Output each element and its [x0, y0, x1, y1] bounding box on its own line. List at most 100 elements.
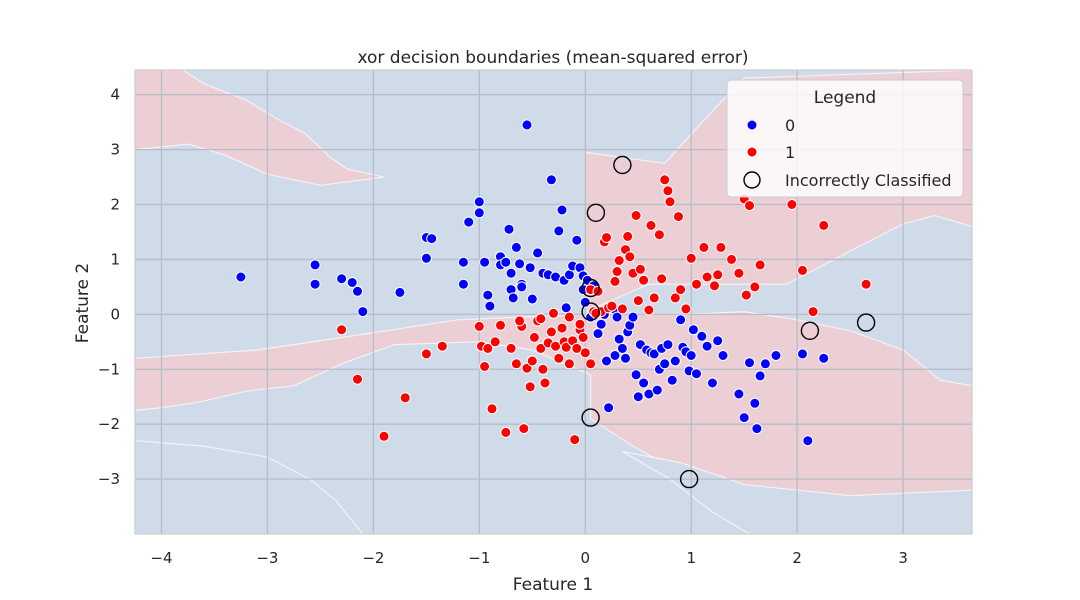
x-tick-label: −2 — [362, 549, 384, 567]
data-point-class-0 — [648, 348, 660, 360]
data-point-class-1 — [754, 259, 766, 271]
data-point-class-0 — [638, 377, 650, 389]
data-point-class-0 — [666, 374, 678, 386]
y-tick-label: 4 — [110, 86, 120, 104]
x-tick-label: 3 — [898, 549, 908, 567]
data-point-class-1 — [712, 269, 724, 281]
data-point-class-1 — [818, 219, 830, 231]
data-point-class-0 — [632, 391, 644, 403]
data-point-class-0 — [738, 412, 750, 424]
data-point-class-1 — [632, 295, 644, 307]
data-point-class-1 — [571, 342, 583, 354]
data-point-class-0 — [516, 281, 528, 293]
chart-title: xor decision boundaries (mean-squared er… — [357, 48, 748, 68]
data-point-class-1 — [539, 377, 551, 389]
data-point-class-1 — [860, 278, 872, 290]
data-point-class-1 — [399, 392, 411, 404]
data-point-class-1 — [786, 199, 798, 210]
data-point-class-0 — [571, 234, 583, 246]
data-point-class-0 — [651, 384, 663, 396]
legend-label: 1 — [785, 143, 795, 162]
data-point-class-1 — [579, 347, 591, 359]
data-point-class-0 — [797, 348, 808, 360]
misclassified-marker — [581, 278, 600, 298]
legend-label: Incorrectly Classified — [785, 171, 952, 190]
data-point-class-1 — [553, 352, 565, 364]
data-point-class-1 — [744, 200, 755, 212]
data-point-class-1 — [638, 274, 650, 286]
data-point-class-1 — [622, 230, 634, 242]
data-point-class-1 — [662, 185, 674, 197]
plot-border — [134, 69, 973, 535]
y-tick-label: −1 — [98, 360, 120, 378]
misclassified-marker — [856, 313, 876, 332]
data-point-class-1 — [545, 326, 557, 338]
data-point-class-0 — [751, 423, 763, 435]
data-point-class-1 — [709, 280, 720, 292]
data-point-class-0 — [669, 355, 681, 367]
data-point-class-0 — [500, 256, 512, 268]
misclassified-marker — [586, 203, 606, 223]
data-point-class-0 — [630, 369, 642, 381]
y-tick-label: 2 — [110, 196, 120, 214]
legend-box — [726, 79, 964, 198]
data-point-class-1 — [535, 342, 547, 354]
data-point-class-0 — [521, 119, 533, 131]
data-point-class-1 — [479, 361, 491, 372]
data-point-class-0 — [510, 241, 522, 253]
data-point-class-0 — [479, 256, 491, 268]
data-point-class-1 — [606, 300, 618, 312]
data-point-class-1 — [624, 251, 636, 263]
data-point-class-0 — [352, 285, 363, 297]
data-point-class-1 — [535, 313, 547, 325]
legend-marker-class-1 — [746, 146, 758, 158]
data-point-class-1 — [526, 355, 538, 367]
data-point-class-1 — [609, 275, 621, 287]
data-point-class-0 — [336, 273, 348, 285]
data-point-class-0 — [505, 267, 517, 279]
y-tick-label: −3 — [98, 470, 120, 488]
x-tick-label: 1 — [686, 549, 696, 567]
data-point-class-0 — [706, 377, 718, 389]
data-point-class-0 — [595, 318, 607, 330]
data-point-class-1 — [352, 373, 363, 385]
y-tick-label: 3 — [110, 141, 120, 159]
data-point-class-0 — [603, 402, 615, 414]
data-point-class-1 — [563, 358, 575, 370]
data-point-class-1 — [749, 281, 761, 293]
data-point-class-0 — [426, 233, 438, 245]
decision-region-class-1-1 — [134, 69, 385, 186]
legend-marker-class-0 — [746, 119, 758, 131]
legend-marker-ring — [743, 171, 761, 189]
data-point-class-0 — [484, 300, 496, 312]
legend-entries: 0 1 Incorrectly Classified — [743, 116, 952, 190]
data-point-class-1 — [653, 229, 665, 241]
misclassified-marker — [679, 469, 699, 489]
x-tick-label: −1 — [468, 549, 490, 567]
data-point-class-0 — [717, 350, 729, 361]
data-point-class-0 — [309, 259, 321, 271]
data-point-class-1 — [518, 423, 530, 435]
data-point-class-1 — [524, 381, 536, 393]
data-point-class-0 — [514, 258, 526, 270]
data-point-class-0 — [556, 204, 568, 216]
x-tick-label: −3 — [256, 549, 278, 567]
data-point-class-1 — [613, 255, 625, 266]
x-tick-label: 0 — [581, 549, 591, 567]
data-point-class-0 — [744, 357, 755, 369]
data-point-class-0 — [560, 302, 572, 314]
data-point-class-1 — [585, 358, 597, 370]
data-point-class-0 — [420, 252, 432, 264]
y-tick-label: −2 — [98, 415, 120, 433]
data-point-class-0 — [457, 278, 469, 290]
legend-label: 0 — [785, 116, 795, 135]
data-point-class-0 — [609, 350, 621, 361]
data-point-class-1 — [680, 303, 692, 315]
data-point-class-1 — [715, 241, 727, 253]
data-point-class-0 — [611, 311, 623, 323]
data-point-class-1 — [659, 174, 671, 186]
data-point-class-1 — [601, 232, 612, 243]
data-point-class-1 — [691, 278, 702, 290]
data-point-class-1 — [489, 336, 501, 348]
